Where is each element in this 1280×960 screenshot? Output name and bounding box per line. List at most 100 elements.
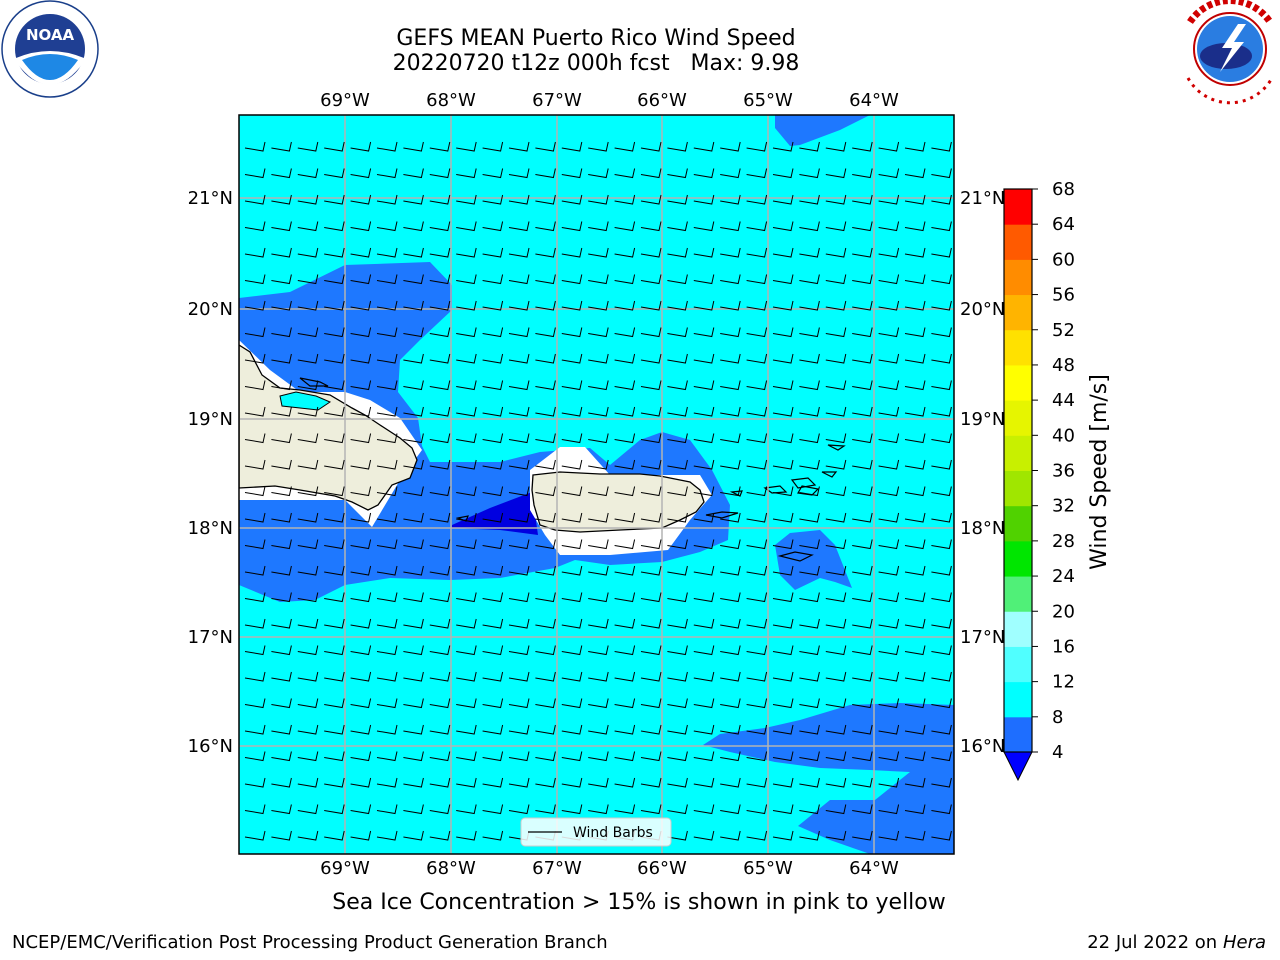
wind-barb: [614, 777, 636, 788]
wind-barb: [720, 406, 741, 417]
wind-barb: [429, 168, 451, 179]
wind-barb: [244, 406, 266, 417]
colorbar-band: [1004, 470, 1032, 507]
lat-label-right: 17°N: [960, 627, 1005, 648]
wind-barb: [931, 592, 952, 603]
wind-barb: [297, 592, 319, 603]
wind-barb: [350, 486, 372, 497]
wind-barb: [561, 433, 583, 444]
wind-barb: [640, 353, 662, 364]
colorbar-band: [1004, 329, 1032, 366]
wind-barb: [799, 565, 820, 576]
wind-barb: [244, 168, 266, 179]
wind-barb: [667, 380, 688, 391]
wind-barb: [376, 830, 398, 841]
colorbar-tick-label: 60: [1052, 249, 1075, 270]
wind-barb: [614, 618, 636, 629]
wind-barb: [297, 539, 319, 550]
colorbar-tick-label: 52: [1052, 320, 1075, 341]
wind-barb: [482, 406, 504, 417]
wind-barb: [535, 592, 556, 603]
colorbar-band: [1004, 435, 1032, 471]
wind-barb: [852, 459, 873, 470]
colorbar-label: Wind Speed [m/s]: [1087, 374, 1112, 570]
wind-barb: [720, 274, 741, 285]
wind-barb: [878, 274, 900, 285]
lat-label-left: 20°N: [188, 299, 233, 320]
wind-barb: [852, 380, 873, 391]
wind-barb: [878, 539, 900, 550]
wind-barb: [640, 486, 662, 497]
wind-barb: [403, 380, 424, 391]
wind-barb: [482, 724, 504, 735]
wind-barb: [878, 751, 900, 762]
wind-barb: [271, 406, 292, 417]
wind-barb: [324, 327, 345, 338]
colorbar-tick-label: 12: [1052, 672, 1075, 693]
small-islands: [299, 377, 846, 562]
wind-barb: [614, 353, 636, 364]
wind-barb: [508, 168, 530, 179]
wind-barb: [931, 433, 952, 444]
wind-barb: [693, 433, 715, 444]
wind-barb: [508, 804, 530, 815]
wind-barb: [825, 751, 847, 762]
wind-barb: [640, 804, 662, 815]
wind-barb: [746, 512, 768, 523]
wind-barb: [403, 671, 424, 682]
wind-barb: [614, 698, 636, 709]
wind-barb: [324, 168, 345, 179]
wind-barb: [429, 247, 451, 258]
wind-barb: [244, 830, 266, 841]
wind-barb: [561, 274, 583, 285]
wind-barb: [904, 830, 926, 841]
wind-barb: [852, 751, 873, 762]
wind-barb: [799, 698, 820, 709]
wind-barb: [297, 406, 319, 417]
colorbar-tick-label: 20: [1052, 601, 1075, 622]
wind-barb: [297, 512, 319, 523]
wind-barb: [904, 565, 926, 576]
wind-barb: [429, 274, 451, 285]
lon-label-bottom: 66°W: [637, 858, 687, 879]
wind-barb: [244, 459, 266, 470]
wind-barb: [456, 698, 477, 709]
wind-barb: [825, 777, 847, 788]
wind-barb: [535, 141, 556, 152]
wind-barb: [324, 459, 345, 470]
wind-barb: [772, 645, 794, 656]
wind-barb: [535, 459, 556, 470]
wind-barb: [350, 830, 372, 841]
wind-barb: [271, 512, 292, 523]
wind-barb: [482, 512, 504, 523]
wind-barb: [825, 380, 847, 391]
wind-barb: [456, 327, 477, 338]
wind-barb: [746, 300, 768, 311]
wind-barb: [799, 830, 820, 841]
wind-barb: [456, 777, 477, 788]
wind-barb: [588, 194, 609, 205]
legend-label: Wind Barbs: [573, 825, 653, 841]
wind-barb: [799, 751, 820, 762]
wind-barb: [561, 565, 583, 576]
wind-barb: [403, 724, 424, 735]
lon-label-top: 64°W: [849, 90, 899, 111]
wind-barb: [720, 327, 741, 338]
wind-barb: [799, 327, 820, 338]
wind-barb: [825, 724, 847, 735]
wind-barb: [588, 486, 609, 497]
wind-barb: [878, 565, 900, 576]
wind-barb: [588, 406, 609, 417]
wind-barb: [561, 380, 583, 391]
wind-barb: [825, 247, 847, 258]
wind-barb: [720, 221, 741, 232]
wind-barb: [667, 274, 688, 285]
colorbar-tick-label: 40: [1052, 425, 1075, 446]
wind-barb: [720, 698, 741, 709]
chart-title: GEFS MEAN Puerto Rico Wind Speed 2022072…: [0, 26, 1192, 76]
wind-barb: [561, 724, 583, 735]
wind-barb: [429, 592, 451, 603]
wind-barb: [904, 804, 926, 815]
wind-barb: [614, 406, 636, 417]
wind-barb: [746, 353, 768, 364]
